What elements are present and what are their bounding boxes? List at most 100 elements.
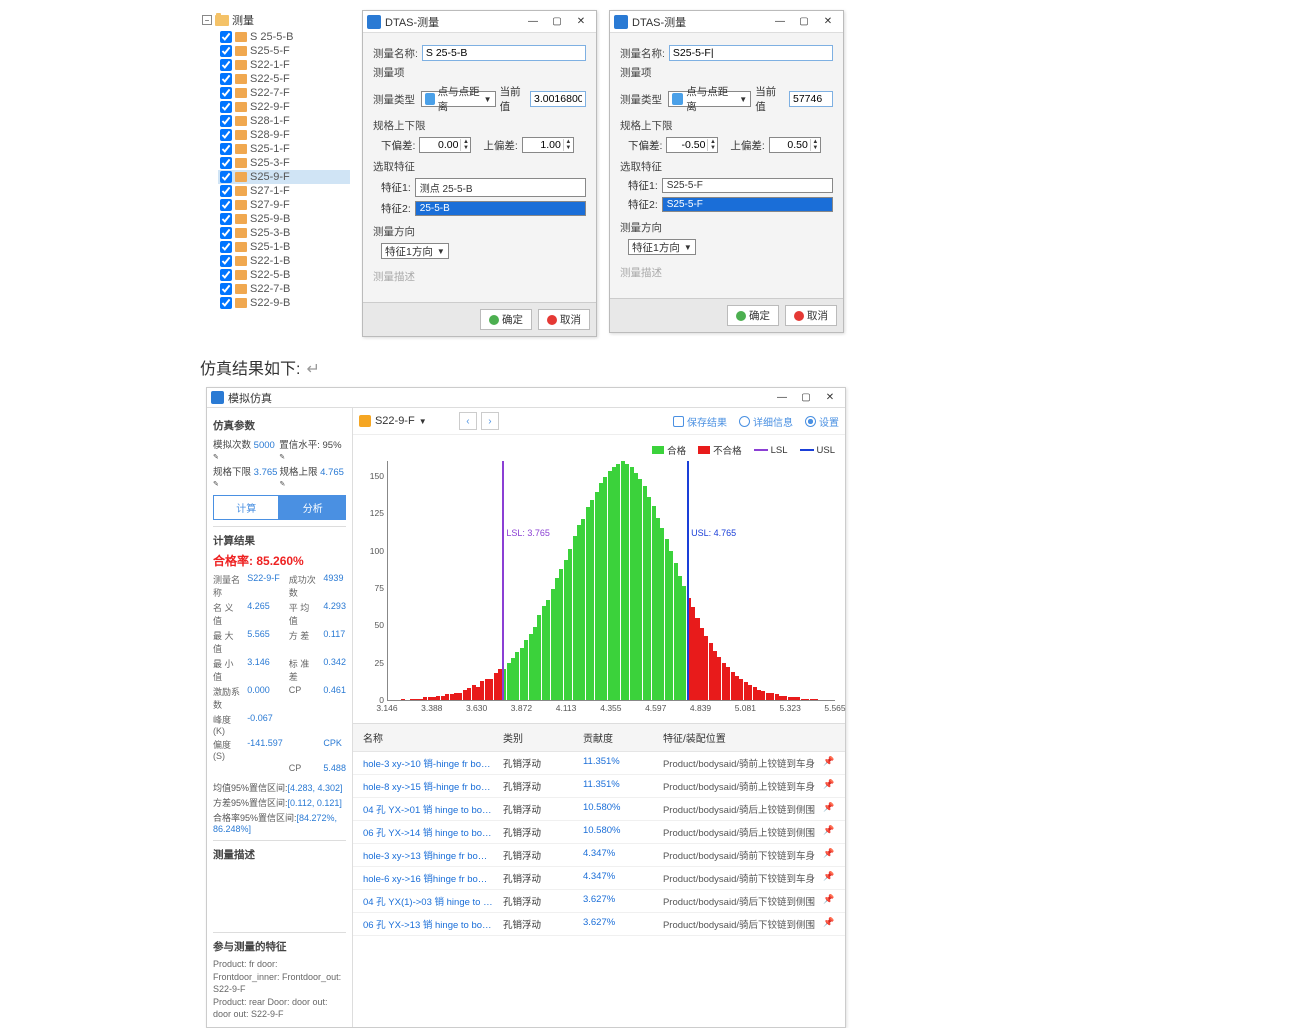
f1-value[interactable]: S25-5-F (662, 178, 833, 193)
tree-checkbox[interactable] (220, 59, 232, 71)
ldev-spinner[interactable]: ▲▼ (419, 137, 471, 153)
row-name[interactable]: hole-3 xy->10 销-hinge fr bo… (359, 754, 499, 772)
udev-spinner[interactable]: ▲▼ (522, 137, 574, 153)
close-button[interactable]: ✕ (819, 389, 841, 407)
ok-button[interactable]: 确定 (727, 305, 779, 326)
tree-item[interactable]: S25-9-B (218, 212, 350, 226)
tree-checkbox[interactable] (220, 269, 232, 281)
currval-input[interactable] (530, 91, 586, 107)
tree-item[interactable]: S25-9-F (218, 170, 350, 184)
analyze-button[interactable]: 分析 (279, 495, 345, 520)
tree-item[interactable]: S25-1-F (218, 142, 350, 156)
series-select[interactable]: S22-9-F▼ (375, 415, 455, 427)
f2-value[interactable]: S25-5-F (662, 197, 833, 212)
tree-item[interactable]: S28-9-F (218, 128, 350, 142)
tree-item[interactable]: S22-1-F (218, 58, 350, 72)
calc-button[interactable]: 计算 (213, 495, 279, 520)
tree-checkbox[interactable] (220, 73, 232, 85)
row-name[interactable]: 06 孔 YX->14 销 hinge to bo… (359, 823, 499, 841)
collapse-icon[interactable]: − (202, 15, 212, 25)
tree-checkbox[interactable] (220, 241, 232, 253)
type-select[interactable]: 点与点距离▼ (421, 91, 496, 107)
tree-checkbox[interactable] (220, 171, 232, 183)
tree-item[interactable]: S22-5-F (218, 72, 350, 86)
maximize-button[interactable]: ▢ (795, 389, 817, 407)
tree-item[interactable]: S25-3-F (218, 156, 350, 170)
tree-checkbox[interactable] (220, 297, 232, 309)
minimize-button[interactable]: — (769, 13, 791, 31)
tree-checkbox[interactable] (220, 283, 232, 295)
tree-root[interactable]: − 测量 (200, 10, 350, 30)
pin-icon[interactable]: 📌 (823, 848, 834, 858)
row-name[interactable]: hole-8 xy->15 销-hinge fr bo… (359, 777, 499, 795)
ok-button[interactable]: 确定 (480, 309, 532, 330)
tree-checkbox[interactable] (220, 45, 232, 57)
tree-checkbox[interactable] (220, 31, 232, 43)
name-input[interactable] (422, 45, 586, 61)
tree-checkbox[interactable] (220, 185, 232, 197)
row-name[interactable]: 04 孔 YX(1)->03 销 hinge to … (359, 892, 499, 910)
tree-item[interactable]: S22-9-B (218, 296, 350, 310)
tree-checkbox[interactable] (220, 199, 232, 211)
tree-item[interactable]: S 25-5-B (218, 30, 350, 44)
type-select[interactable]: 点与点距离▼ (668, 91, 751, 107)
ldev-spinner[interactable]: ▲▼ (666, 137, 718, 153)
table-row[interactable]: hole-8 xy->15 销-hinge fr bo…孔销浮动11.351%P… (353, 775, 845, 798)
tree-item[interactable]: S22-9-F (218, 100, 350, 114)
table-row[interactable]: hole-3 xy->10 销-hinge fr bo…孔销浮动11.351%P… (353, 752, 845, 775)
tree-item[interactable]: S27-1-F (218, 184, 350, 198)
row-name[interactable]: hole-3 xy->13 销hinge fr bo… (359, 846, 499, 864)
row-name[interactable]: 04 孔 YX->01 销 hinge to bo… (359, 800, 499, 818)
maximize-button[interactable]: ▢ (546, 13, 568, 31)
f2-value[interactable]: 25-5-B (415, 201, 586, 216)
pin-icon[interactable]: 📌 (823, 894, 834, 904)
pin-icon[interactable]: 📌 (823, 917, 834, 927)
settings-link[interactable]: 设置 (805, 414, 839, 429)
table-row[interactable]: 04 孔 YX->01 销 hinge to bo…孔销浮动10.580%Pro… (353, 798, 845, 821)
save-result-link[interactable]: 保存结果 (673, 414, 727, 429)
tree-item[interactable]: S22-7-F (218, 86, 350, 100)
name-input[interactable] (669, 45, 833, 61)
tree-item[interactable]: S25-1-B (218, 240, 350, 254)
tree-checkbox[interactable] (220, 87, 232, 99)
pin-icon[interactable]: 📌 (823, 802, 834, 812)
cancel-button[interactable]: 取消 (785, 305, 837, 326)
cancel-button[interactable]: 取消 (538, 309, 590, 330)
tree-checkbox[interactable] (220, 213, 232, 225)
dir-select[interactable]: 特征1方向▼ (381, 243, 449, 259)
tree-item[interactable]: S25-3-B (218, 226, 350, 240)
udev-spinner[interactable]: ▲▼ (769, 137, 821, 153)
dir-select[interactable]: 特征1方向▼ (628, 239, 696, 255)
tree-item[interactable]: S22-1-B (218, 254, 350, 268)
tree-checkbox[interactable] (220, 101, 232, 113)
tree-checkbox[interactable] (220, 227, 232, 239)
tree-checkbox[interactable] (220, 255, 232, 267)
table-row[interactable]: hole-3 xy->13 销hinge fr bo…孔销浮动4.347%Pro… (353, 844, 845, 867)
tree-item[interactable]: S27-9-F (218, 198, 350, 212)
pin-icon[interactable]: 📌 (823, 756, 834, 766)
table-row[interactable]: 04 孔 YX(1)->03 销 hinge to …孔销浮动3.627%Pro… (353, 890, 845, 913)
tree-item[interactable]: S22-5-B (218, 268, 350, 282)
tree-checkbox[interactable] (220, 143, 232, 155)
minimize-button[interactable]: — (522, 13, 544, 31)
tree-checkbox[interactable] (220, 157, 232, 169)
pin-icon[interactable]: 📌 (823, 871, 834, 881)
close-button[interactable]: ✕ (817, 13, 839, 31)
maximize-button[interactable]: ▢ (793, 13, 815, 31)
table-row[interactable]: 06 孔 YX->14 销 hinge to bo…孔销浮动10.580%Pro… (353, 821, 845, 844)
minimize-button[interactable]: — (771, 389, 793, 407)
table-row[interactable]: 06 孔 YX->13 销 hinge to bo…孔销浮动3.627%Prod… (353, 913, 845, 936)
tree-item[interactable]: S28-1-F (218, 114, 350, 128)
table-row[interactable]: hole-6 xy->16 销hinge fr bo…孔销浮动4.347%Pro… (353, 867, 845, 890)
tree-checkbox[interactable] (220, 115, 232, 127)
close-button[interactable]: ✕ (570, 13, 592, 31)
prev-button[interactable]: ‹ (459, 412, 477, 430)
currval-input[interactable] (789, 91, 833, 107)
row-name[interactable]: hole-6 xy->16 销hinge fr bo… (359, 869, 499, 887)
tree-item[interactable]: S25-5-F (218, 44, 350, 58)
row-name[interactable]: 06 孔 YX->13 销 hinge to bo… (359, 915, 499, 933)
next-button[interactable]: › (481, 412, 499, 430)
detail-link[interactable]: 详细信息 (739, 414, 793, 429)
tree-checkbox[interactable] (220, 129, 232, 141)
pin-icon[interactable]: 📌 (823, 779, 834, 789)
